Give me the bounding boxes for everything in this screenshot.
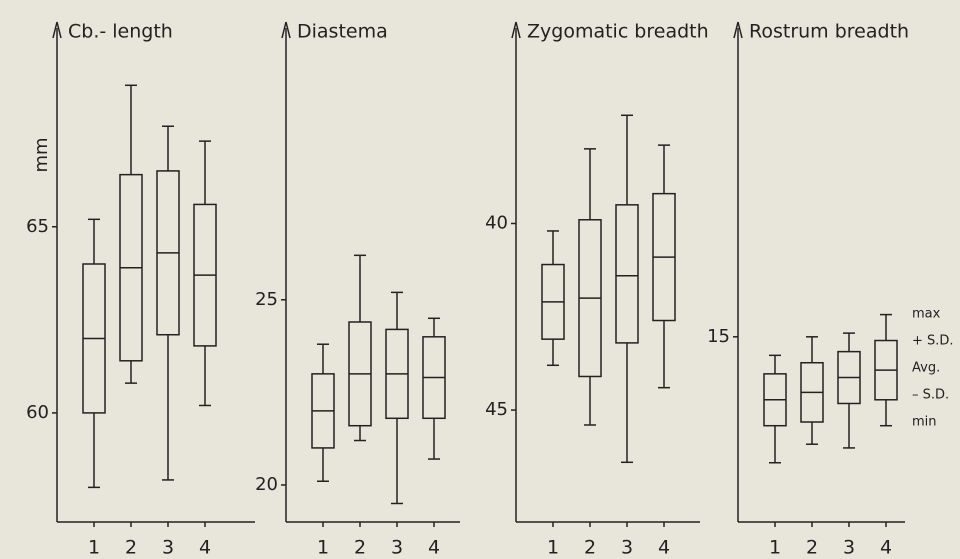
x-tick-label: 2	[806, 537, 818, 559]
y-tick-label: 15	[707, 326, 730, 347]
x-tick-label: 3	[162, 537, 174, 559]
x-tick-label: 1	[769, 537, 781, 559]
panel-title: Diastema	[297, 21, 388, 43]
legend-label: – S.D.	[912, 388, 949, 403]
legend-label: max	[912, 307, 941, 322]
x-tick-label: 3	[843, 537, 855, 559]
panel-title: Cb.- length	[68, 21, 173, 43]
x-tick-label: 3	[621, 537, 633, 559]
legend-label: min	[912, 415, 937, 430]
panel-title: Zygomatic breadth	[527, 21, 709, 43]
axis-arrow	[511, 21, 521, 39]
x-tick-label: 3	[391, 537, 403, 559]
axis-arrow	[733, 21, 743, 39]
legend-label: + S.D.	[912, 334, 954, 349]
x-tick-label: 2	[354, 537, 366, 559]
y-tick-label: 45	[485, 399, 508, 420]
x-tick-label: 4	[880, 537, 892, 559]
x-tick-label: 2	[125, 537, 137, 559]
x-tick-label: 1	[88, 537, 100, 559]
x-tick-label: 4	[658, 537, 670, 559]
y-tick-label: 25	[255, 289, 278, 310]
x-tick-label: 2	[584, 537, 596, 559]
y-tick-label: 60	[26, 402, 49, 423]
sd-box	[615, 204, 639, 344]
x-tick-label: 1	[547, 537, 559, 559]
y-tick-label: 20	[255, 474, 278, 495]
axis-arrow	[52, 21, 62, 39]
x-tick-label: 4	[199, 537, 211, 559]
x-tick-label: 1	[317, 537, 329, 559]
legend-label: Avg.	[912, 361, 940, 376]
panel-title: Rostrum breadth	[749, 21, 909, 43]
y-tick-label: 40	[485, 212, 508, 233]
x-tick-label: 4	[428, 537, 440, 559]
y-axis-label: mm	[31, 137, 52, 172]
y-tick-label: 65	[26, 216, 49, 237]
axis-arrow	[281, 21, 291, 39]
